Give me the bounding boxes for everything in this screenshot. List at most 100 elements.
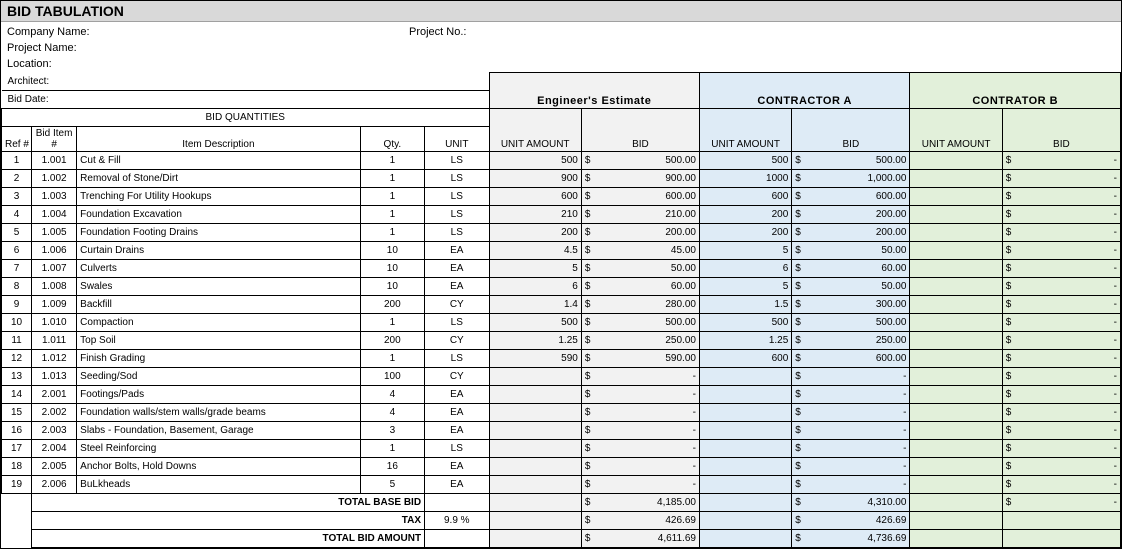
unit-cell: LS [425, 170, 489, 188]
head-bid-quantities: BID QUANTITIES [2, 109, 490, 127]
total-base-eng: $4,185.00 [585, 497, 696, 508]
table-row: 152.002Foundation walls/stem walls/grade… [2, 404, 1121, 422]
page-title: BID TABULATION [1, 1, 1121, 22]
ref-cell: 10 [2, 314, 32, 332]
meta-project-no: Project No.: [409, 24, 1115, 40]
b-bid-cell: $ - [1006, 299, 1117, 310]
qty-cell: 3 [360, 422, 424, 440]
desc-cell: Top Soil [77, 332, 360, 350]
item-cell: 1.005 [32, 224, 77, 242]
b-ua-cell [910, 224, 1002, 242]
b-ua-cell [910, 188, 1002, 206]
b-bid-cell: $ - [1006, 227, 1117, 238]
b-bid-cell: $ - [1006, 245, 1117, 256]
item-cell: 1.003 [32, 188, 77, 206]
header-row-3: BID QUANTITIES UNIT AMOUNT BID UNIT AMOU… [2, 109, 1121, 127]
desc-cell: Compaction [77, 314, 360, 332]
eng-bid-cell: $ 280.00 [585, 299, 696, 310]
unit-cell: EA [425, 404, 489, 422]
unit-cell: EA [425, 458, 489, 476]
a-bid-cell: $ 50.00 [795, 245, 906, 256]
unit-cell: LS [425, 314, 489, 332]
item-cell: 2.003 [32, 422, 77, 440]
bid-tabulation-sheet: BID TABULATION Company Name: Project Nam… [0, 0, 1122, 549]
a-ua-cell: 5 [699, 278, 791, 296]
total-base-label: TOTAL BASE BID [32, 494, 425, 512]
a-bid-cell: $ - [795, 389, 906, 400]
qty-cell: 100 [360, 368, 424, 386]
eng-bid-cell: $ - [585, 425, 696, 436]
eng-ua-cell [489, 386, 581, 404]
a-bid-cell: $ - [795, 371, 906, 382]
total-bid-row: TOTAL BID AMOUNT $4,611.69 $4,736.69 [2, 530, 1121, 548]
a-ua-cell [699, 368, 791, 386]
desc-cell: Slabs - Foundation, Basement, Garage [77, 422, 360, 440]
b-ua-cell [910, 278, 1002, 296]
head-unit: UNIT [425, 127, 489, 152]
b-ua-cell [910, 422, 1002, 440]
ref-cell: 19 [2, 476, 32, 494]
total-tax-eng: $426.69 [585, 515, 696, 526]
table-row: 21.002Removal of Stone/Dirt1LS900$ 900.0… [2, 170, 1121, 188]
eng-ua-cell [489, 404, 581, 422]
unit-cell: EA [425, 242, 489, 260]
desc-cell: Curtain Drains [77, 242, 360, 260]
ref-cell: 18 [2, 458, 32, 476]
qty-cell: 1 [360, 224, 424, 242]
table-row: 71.007Culverts10EA5$ 50.006$ 60.00$ - [2, 260, 1121, 278]
ref-cell: 8 [2, 278, 32, 296]
b-ua-cell [910, 152, 1002, 170]
ref-cell: 5 [2, 224, 32, 242]
a-ua-cell [699, 440, 791, 458]
item-cell: 1.006 [32, 242, 77, 260]
head-b-bid: BID [1002, 109, 1120, 152]
table-row: 101.010Compaction1LS500$ 500.00500$ 500.… [2, 314, 1121, 332]
item-cell: 1.002 [32, 170, 77, 188]
ref-cell: 12 [2, 350, 32, 368]
eng-ua-cell [489, 458, 581, 476]
table-row: 11.001Cut & Fill1LS500$ 500.00500$ 500.0… [2, 152, 1121, 170]
ref-cell: 11 [2, 332, 32, 350]
eng-ua-cell: 5 [489, 260, 581, 278]
desc-cell: Swales [77, 278, 360, 296]
meta-project-name: Project Name: [7, 40, 403, 56]
eng-bid-cell: $ 500.00 [585, 317, 696, 328]
qty-cell: 1 [360, 206, 424, 224]
eng-bid-cell: $ 210.00 [585, 209, 696, 220]
a-ua-cell [699, 476, 791, 494]
ref-cell: 1 [2, 152, 32, 170]
eng-bid-cell: $ - [585, 461, 696, 472]
qty-cell: 1 [360, 440, 424, 458]
table-row: 111.011Top Soil200CY1.25$ 250.001.25$ 25… [2, 332, 1121, 350]
a-bid-cell: $ 60.00 [795, 263, 906, 274]
item-cell: 1.009 [32, 296, 77, 314]
bid-table: Architect: Engineer's Estimate CONTRACTO… [1, 72, 1121, 548]
unit-cell: LS [425, 440, 489, 458]
b-bid-cell: $ - [1006, 263, 1117, 274]
head-engineer: Engineer's Estimate [489, 73, 699, 109]
qty-cell: 10 [360, 260, 424, 278]
a-ua-cell [699, 422, 791, 440]
ref-cell: 16 [2, 422, 32, 440]
eng-bid-cell: $ 900.00 [585, 173, 696, 184]
a-ua-cell: 600 [699, 350, 791, 368]
b-bid-cell: $ - [1006, 281, 1117, 292]
qty-cell: 1 [360, 314, 424, 332]
b-bid-cell: $ - [1006, 479, 1117, 490]
b-ua-cell [910, 206, 1002, 224]
head-desc: Item Description [77, 127, 360, 152]
item-cell: 2.005 [32, 458, 77, 476]
a-bid-cell: $ 200.00 [795, 227, 906, 238]
ref-cell: 15 [2, 404, 32, 422]
ref-cell: 4 [2, 206, 32, 224]
eng-ua-cell: 1.25 [489, 332, 581, 350]
head-eng-ua: UNIT AMOUNT [489, 109, 581, 152]
a-ua-cell: 600 [699, 188, 791, 206]
a-bid-cell: $ 500.00 [795, 317, 906, 328]
ref-cell: 13 [2, 368, 32, 386]
b-bid-cell: $ - [1006, 155, 1117, 166]
b-ua-cell [910, 404, 1002, 422]
a-ua-cell: 200 [699, 206, 791, 224]
b-bid-cell: $ - [1006, 425, 1117, 436]
qty-cell: 10 [360, 278, 424, 296]
